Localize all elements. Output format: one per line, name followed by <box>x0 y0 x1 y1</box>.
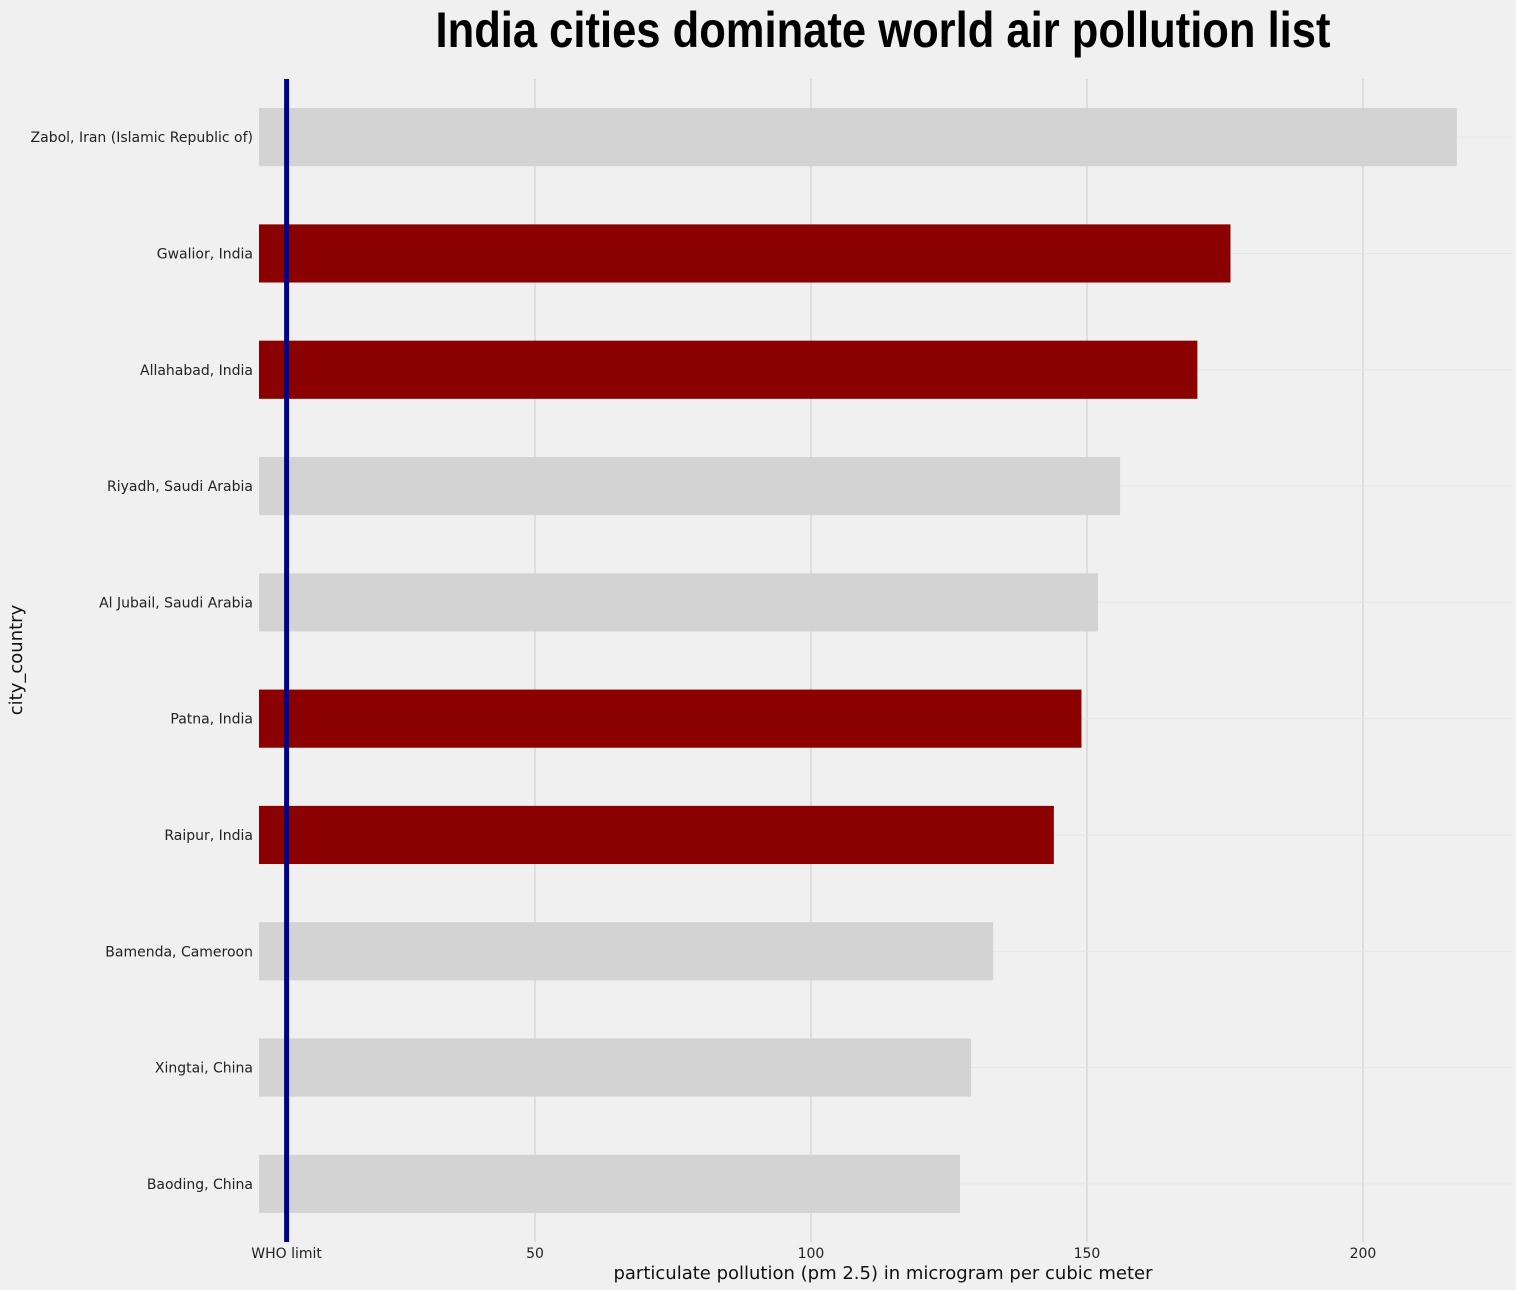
y-axis-label: city_country <box>6 604 27 715</box>
y-tick-labels: Zabol, Iran (Islamic Republic of) Gwalior… <box>31 130 253 1193</box>
x-tick-label: 150 <box>1074 1246 1101 1262</box>
bar <box>259 1038 972 1097</box>
chart-title: India cities dominate world air pollutio… <box>436 2 1331 58</box>
x-tick-label: 50 <box>526 1246 544 1262</box>
bars <box>259 108 1457 1213</box>
bar <box>259 108 1457 167</box>
y-tick-label: Gwalior, India <box>157 246 253 262</box>
y-tick-label: Patna, India <box>170 712 253 728</box>
bar <box>259 689 1082 748</box>
y-tick-label: Zabol, Iran (Islamic Republic of) <box>31 130 253 146</box>
x-tick-label: 200 <box>1350 1246 1377 1262</box>
x-axis-label: particulate pollution (pm 2.5) in microg… <box>613 1263 1153 1284</box>
bar <box>259 224 1231 283</box>
bar <box>259 573 1099 632</box>
bar <box>259 340 1198 399</box>
x-tick-label: WHO limit <box>251 1246 322 1262</box>
y-tick-label: Baoding, China <box>147 1177 253 1193</box>
bar <box>259 1154 961 1213</box>
y-tick-label: Al Jubail, Saudi Arabia <box>99 595 253 611</box>
y-tick-label: Xingtai, China <box>155 1061 253 1077</box>
y-tick-label: Riyadh, Saudi Arabia <box>107 479 253 495</box>
x-tick-labels: WHO limit 50 100 150 200 <box>251 1246 1376 1262</box>
bar <box>259 456 1121 516</box>
y-tick-label: Bamenda, Cameroon <box>105 944 253 960</box>
x-tick-label: 100 <box>798 1246 825 1262</box>
bar <box>259 805 1054 865</box>
bar <box>259 922 994 981</box>
y-tick-label: Allahabad, India <box>140 363 253 379</box>
y-tick-label: Raipur, India <box>164 828 253 844</box>
